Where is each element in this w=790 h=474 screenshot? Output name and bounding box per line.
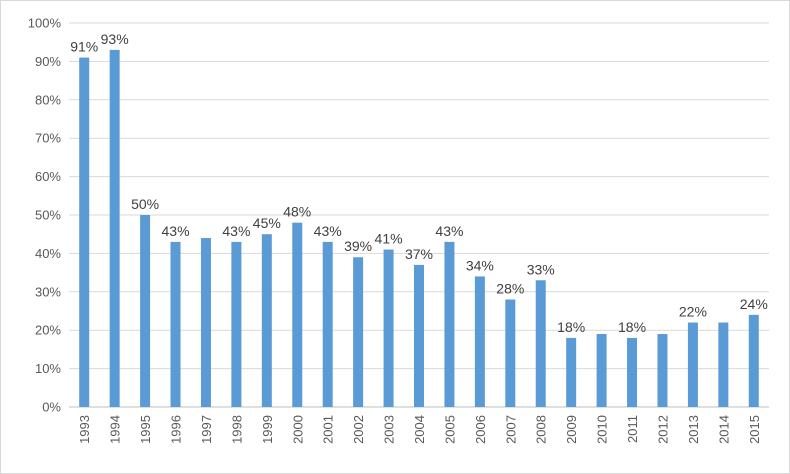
data-label-1999: 45% [253, 215, 281, 231]
bar-1996 [170, 241, 181, 407]
data-label-2007: 28% [496, 280, 524, 296]
x-tick-label-2001: 2001 [321, 415, 336, 444]
bar-2014 [718, 322, 729, 407]
bar-1997 [200, 238, 211, 407]
x-tick-label-1993: 1993 [77, 415, 92, 444]
data-label-2001: 43% [314, 223, 342, 239]
y-tick-label: 100% [28, 16, 62, 31]
bar-2002 [353, 257, 364, 407]
x-tick-label-1998: 1998 [229, 415, 244, 444]
bar-2001 [322, 241, 333, 407]
x-tick-label-2008: 2008 [534, 415, 549, 444]
x-tick-label-2005: 2005 [442, 415, 457, 444]
x-axis-tick-labels: 1993 1994 1995 1996 1997 1998 1999 2000 2001 2002… [77, 415, 762, 444]
data-label-2009: 18% [557, 319, 585, 335]
data-label-2013: 22% [679, 304, 707, 320]
data-label-2006: 34% [466, 257, 494, 273]
x-tick-label-2004: 2004 [412, 415, 427, 444]
bar-2009 [566, 337, 577, 407]
x-tick-label-1999: 1999 [260, 415, 275, 444]
bar-1995 [140, 215, 151, 407]
y-tick-label: 30% [35, 284, 61, 299]
data-label-2015: 24% [740, 296, 768, 312]
x-tick-label-2012: 2012 [655, 415, 670, 444]
data-label-2011: 18% [618, 319, 646, 335]
data-label-1993: 91% [70, 39, 98, 55]
bar-2012 [657, 334, 668, 407]
bar-2007 [505, 299, 516, 407]
data-label-2000: 48% [283, 204, 311, 220]
x-tick-label-1994: 1994 [108, 415, 123, 444]
x-tick-label-2007: 2007 [503, 415, 518, 444]
y-tick-label: 70% [35, 131, 61, 146]
bar-1998 [231, 241, 242, 407]
data-label-1998: 43% [222, 223, 250, 239]
bar-2015 [748, 314, 759, 407]
x-tick-label-2006: 2006 [473, 415, 488, 444]
y-tick-label: 10% [35, 361, 61, 376]
x-tick-label-2014: 2014 [716, 415, 731, 444]
bar-2006 [474, 276, 485, 407]
x-tick-label-1995: 1995 [138, 415, 153, 444]
bar-2008 [535, 280, 546, 407]
x-tick-label-1996: 1996 [169, 415, 184, 444]
x-tick-label-2000: 2000 [290, 415, 305, 444]
x-tick-label-2009: 2009 [564, 415, 579, 444]
x-tick-label-2002: 2002 [351, 415, 366, 444]
bar-2004 [414, 264, 424, 407]
y-tick-label: 40% [35, 246, 61, 261]
x-tick-label-2011: 2011 [625, 415, 640, 443]
data-label-2002: 39% [344, 238, 372, 254]
data-labels: 91% 93%50%43% 43% 45%48%43%39% 41%37%43%34%2… [70, 31, 768, 335]
bars [79, 49, 759, 408]
gridlines [69, 22, 769, 408]
data-label-2008: 33% [527, 261, 555, 277]
x-tick-label-2015: 2015 [747, 415, 762, 444]
data-label-1995: 50% [131, 196, 159, 212]
data-label-2003: 41% [375, 231, 403, 247]
y-tick-label: 20% [35, 323, 61, 338]
x-tick-label-2013: 2013 [686, 415, 701, 444]
data-label-1994: 93% [101, 31, 129, 47]
data-label-1996: 43% [162, 223, 190, 239]
x-tick-label-1997: 1997 [199, 415, 214, 444]
x-tick-label-2010: 2010 [595, 415, 610, 444]
y-tick-label: 0% [42, 400, 61, 415]
y-tick-label: 90% [35, 54, 61, 69]
bar-2003 [383, 249, 394, 407]
y-tick-label: 50% [35, 208, 61, 223]
y-axis-tick-labels: 0% 10% 20% 30% 40% 50% 60% 70% 80% 90% 100% [28, 16, 62, 415]
y-tick-label: 80% [35, 92, 61, 107]
x-tick-label-2003: 2003 [382, 415, 397, 444]
data-label-2004: 37% [405, 246, 433, 262]
bar-2010 [596, 334, 607, 407]
bar-2005 [444, 241, 455, 407]
data-label-2005: 43% [435, 223, 463, 239]
bar-2013 [687, 322, 698, 407]
bar-1999 [261, 234, 272, 407]
y-tick-label: 60% [35, 169, 61, 184]
bar-2011 [627, 337, 638, 407]
bar-2000 [292, 222, 303, 407]
bar-1993 [79, 57, 90, 408]
bar-1994 [109, 49, 120, 407]
